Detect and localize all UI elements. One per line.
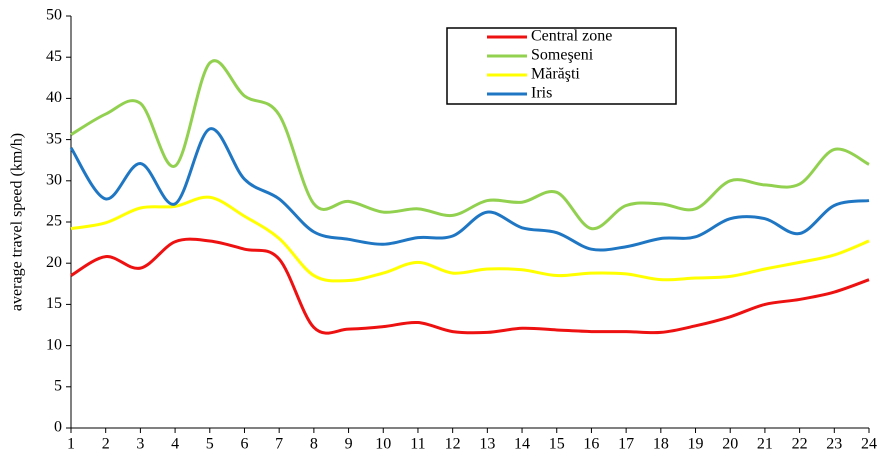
x-tick-label: 16 (583, 436, 599, 453)
legend-box (446, 27, 677, 105)
y-tick-label: 5 (54, 377, 62, 394)
x-tick-label: 24 (861, 436, 877, 453)
series-line (70, 237, 870, 335)
x-tick-label: 15 (549, 436, 565, 453)
y-tick-label: 0 (54, 419, 62, 436)
x-tick-label: 8 (310, 436, 318, 453)
y-tick-label: 20 (46, 254, 62, 271)
series-line (69, 127, 870, 252)
y-tick-label: 45 (46, 48, 62, 65)
x-tick-label: 11 (410, 436, 425, 453)
y-tick-label: 30 (46, 171, 62, 188)
series-line (70, 59, 870, 231)
y-tick-label: 15 (46, 295, 62, 312)
x-tick-label: 4 (171, 436, 179, 453)
y-tick-label: 40 (46, 89, 62, 106)
x-tick-label: 9 (345, 436, 353, 453)
legend-label: Someşeni (531, 47, 594, 64)
x-tick-label: 13 (479, 436, 495, 453)
x-tick-label: 2 (102, 436, 110, 453)
x-tick-label: 12 (445, 436, 461, 453)
x-tick-label: 1 (67, 436, 75, 453)
x-tick-label: 6 (240, 436, 248, 453)
x-tick-label: 19 (688, 436, 704, 453)
x-tick-label: 18 (653, 436, 669, 453)
legend-label: Central zone (531, 28, 612, 45)
x-tick-label: 5 (206, 436, 214, 453)
y-tick-label: 50 (46, 7, 62, 24)
legend-label: Iris (531, 85, 552, 102)
x-tick-label: 7 (275, 436, 283, 453)
y-axis-label: average travel speed (km/h) (9, 133, 26, 311)
x-tick-label: 14 (514, 436, 530, 453)
x-tick-label: 22 (792, 436, 808, 453)
y-tick-label: 10 (46, 336, 62, 353)
x-tick-label: 23 (826, 436, 842, 453)
x-tick-label: 10 (375, 436, 391, 453)
y-tick-label: 35 (46, 130, 62, 147)
y-tick-label: 25 (46, 213, 62, 230)
x-tick-label: 17 (618, 436, 634, 453)
x-tick-label: 20 (722, 436, 738, 453)
x-tick-label: 21 (757, 436, 773, 453)
series-line (70, 195, 870, 283)
x-tick-label: 3 (136, 436, 144, 453)
legend-label: Mărăşti (531, 66, 580, 83)
